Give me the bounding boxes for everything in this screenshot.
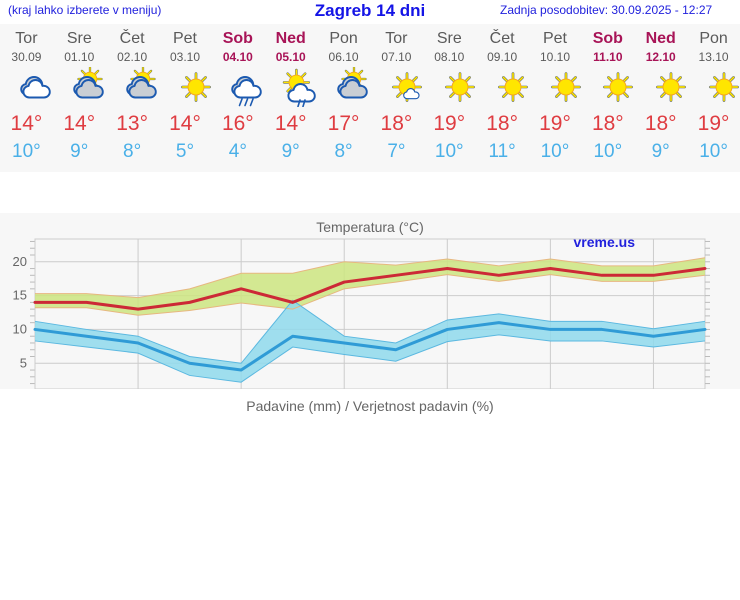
svg-text:5: 5	[20, 355, 27, 370]
svg-text:vreme.us: vreme.us	[574, 234, 636, 250]
svg-text:15: 15	[13, 288, 27, 303]
svg-text:20: 20	[13, 254, 27, 269]
svg-text:10: 10	[13, 321, 27, 336]
